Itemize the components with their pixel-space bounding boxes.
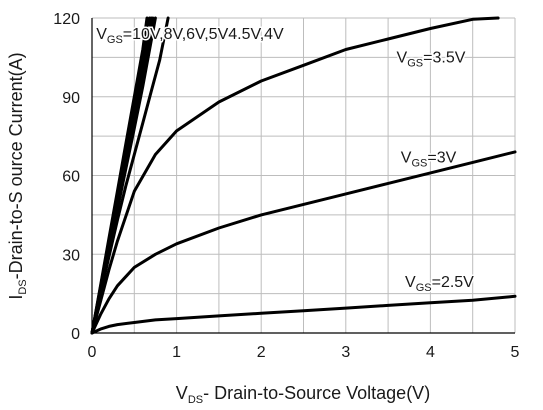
y-tick-label: 120	[53, 11, 80, 28]
x-tick-label: 2	[257, 344, 266, 361]
series-0-line-5	[90, 16, 170, 335]
series-1-label: VGS=3.5V	[397, 50, 466, 70]
series-3-label: VGS=2.5V	[405, 274, 474, 294]
series-0-label: VGS=10V,8V,6V,5V4.5V,4V	[96, 26, 284, 46]
x-tick-label: 5	[511, 344, 520, 361]
plot-frame	[91, 18, 515, 334]
series-2-line-0	[90, 150, 517, 335]
y-tick-label: 90	[62, 90, 80, 107]
series-2-label: VGS=3V	[401, 149, 457, 169]
x-tick-label: 0	[88, 344, 97, 361]
series-3-line-0	[90, 294, 517, 335]
x-tick-label: 1	[172, 344, 181, 361]
curve-labels: VGS=10V,8V,6V,5V4.5V,4V VGS=3.5V VGS=3V VGS…	[95, 25, 476, 296]
x-axis-label: VDS- Drain-to-Source Voltage(V)	[176, 383, 430, 406]
chart-curves	[90, 16, 517, 335]
x-tick-label: 4	[426, 344, 435, 361]
y-tick-label: 30	[62, 247, 80, 264]
y-axis-label: IDS-Drain-to-S ource Current(A)	[6, 52, 29, 299]
x-tick-label: 3	[341, 344, 350, 361]
chart-ticks: 0 1 2 3 4 5 0 30 60 90 120	[53, 11, 519, 361]
series-1-line-0	[90, 16, 500, 335]
y-tick-label: 60	[62, 169, 80, 186]
y-tick-label: 0	[71, 326, 80, 343]
